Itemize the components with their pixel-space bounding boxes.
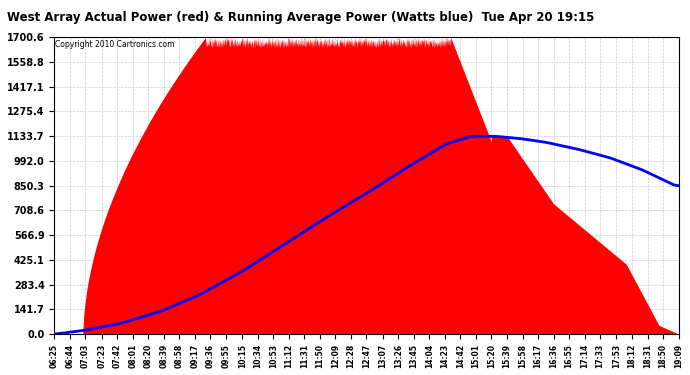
Text: West Array Actual Power (red) & Running Average Power (Watts blue)  Tue Apr 20 1: West Array Actual Power (red) & Running … [7,11,594,24]
Text: Copyright 2010 Cartronics.com: Copyright 2010 Cartronics.com [55,40,175,49]
